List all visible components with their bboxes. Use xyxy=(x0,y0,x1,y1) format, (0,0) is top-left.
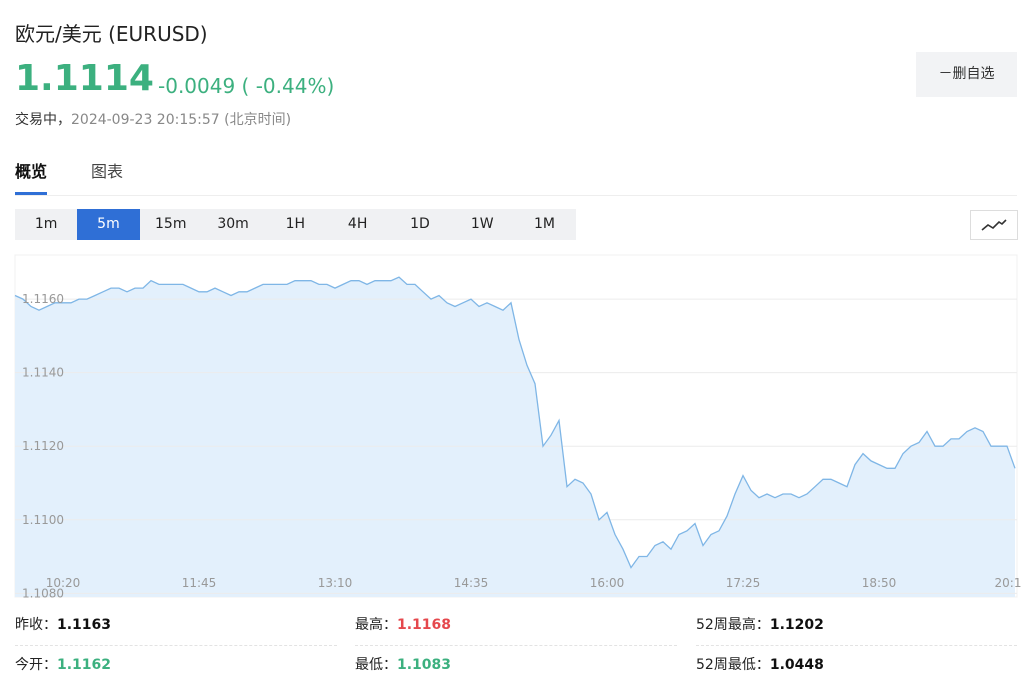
separator xyxy=(696,645,1017,646)
x-tick-label: 10:20 xyxy=(46,576,81,590)
timeframe-button[interactable]: 5m xyxy=(77,209,140,240)
stat: 今开：1.1162 xyxy=(15,650,111,680)
divider xyxy=(15,195,1017,196)
chart-type-button[interactable] xyxy=(970,210,1018,240)
separator xyxy=(15,645,337,646)
stat-label: 最低： xyxy=(355,657,397,673)
change: -0.0049 ( -0.44%) xyxy=(158,74,335,98)
status-line: 交易中，2024-09-23 20:15:57 (北京时间) xyxy=(15,109,291,129)
stat-value: 1.0448 xyxy=(769,657,824,673)
timeframe-button[interactable]: 4H xyxy=(347,216,368,232)
tab[interactable]: 图表 xyxy=(91,162,124,181)
chart: 1.1080 1.1100 1.1120 1.1140 1.1160 10:20 11:45… xyxy=(14,254,1022,600)
timeframe-button[interactable]: 30m xyxy=(217,216,249,232)
stat-label: 52周最低： xyxy=(696,657,770,673)
timeframe-button[interactable]: 1W xyxy=(470,216,494,232)
stat: 最高：1.1168 xyxy=(355,610,451,640)
price: 1.1114 xyxy=(15,58,154,99)
y-tick-label: 1.1080 xyxy=(22,586,64,600)
chart-type-icon xyxy=(981,219,1007,231)
y-tick-label: 1.1120 xyxy=(22,439,64,453)
x-tick-label: 18:50 xyxy=(862,576,897,590)
status: 交易中， xyxy=(15,112,71,128)
stat: 昨收：1.1163 xyxy=(15,610,111,640)
timezone: (北京时间) xyxy=(224,112,292,128)
stat: 最低：1.1083 xyxy=(355,650,451,680)
x-tick-label: 17:25 xyxy=(726,576,761,590)
stat: 52周最高：1.1202 xyxy=(696,610,824,640)
area xyxy=(15,277,1015,597)
stat-value: 1.1163 xyxy=(57,617,112,633)
y-tick-label: 1.1100 xyxy=(22,513,64,527)
y-tick-label: 1.1140 xyxy=(22,366,64,380)
tab[interactable]: 概览 xyxy=(15,158,48,195)
timeframe-button[interactable]: 15m xyxy=(155,216,187,232)
timeframe-button[interactable]: 1M xyxy=(534,216,556,232)
stat-value: 1.1202 xyxy=(769,617,824,633)
y-tick-label: 1.1160 xyxy=(22,292,64,306)
stat-label: 52周最高： xyxy=(696,617,770,633)
tabs: 概览 图表 xyxy=(15,158,167,195)
x-tick-label: 13:10 xyxy=(318,576,353,590)
stat-label: 最高： xyxy=(355,617,397,633)
x-tick-label: 20:1 xyxy=(995,576,1022,590)
datetime: 2024-09-23 20:15:57 xyxy=(71,112,220,128)
title: 欧元/美元 (EURUSD) xyxy=(15,22,208,46)
timeframe-button[interactable]: 1H xyxy=(285,216,306,232)
stat: 52周最低：1.0448 xyxy=(696,650,824,680)
separator xyxy=(355,645,677,646)
timeframe-button[interactable]: 1D xyxy=(410,216,430,232)
price-line xyxy=(14,276,1016,569)
x-tick-label: 14:35 xyxy=(454,576,489,590)
x-tick-label: 16:00 xyxy=(590,576,625,590)
stat-value: 1.1083 xyxy=(397,657,452,673)
stat-label: 今开： xyxy=(15,657,57,673)
watchlist-button[interactable]: －删自选 xyxy=(916,52,1017,97)
stat-label: 昨收： xyxy=(15,617,57,633)
timeframes: 1m 5m 15m 30m 1H 4H 1D 1W 1M xyxy=(15,209,576,240)
x-tick-label: 11:45 xyxy=(182,576,217,590)
timeframe-button[interactable]: 1m xyxy=(34,216,58,232)
stat-value: 1.1162 xyxy=(57,657,112,673)
stat-value: 1.1168 xyxy=(397,617,452,633)
